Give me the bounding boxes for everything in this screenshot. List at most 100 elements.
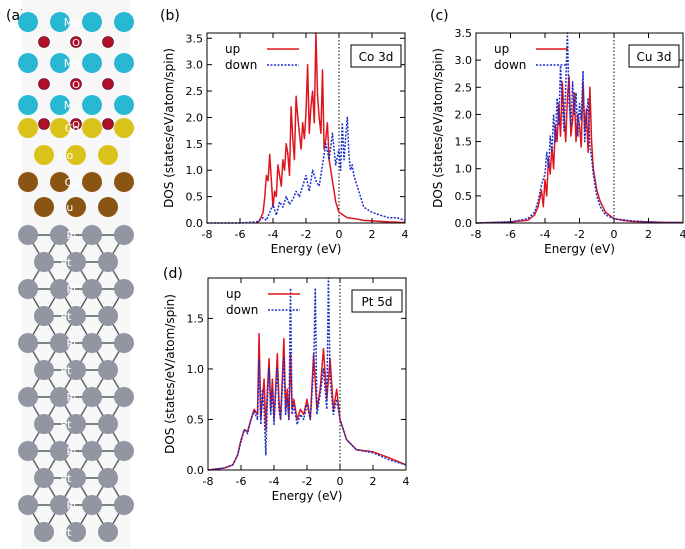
atom-pt [34, 522, 54, 542]
atom-cu [98, 197, 118, 217]
atom-co [66, 145, 86, 165]
atom-pt [66, 522, 86, 542]
atom-label-mg: Mg [64, 16, 80, 29]
atom-o [70, 36, 82, 48]
atom-label-co: Co [59, 149, 74, 162]
atom-mg [50, 53, 70, 73]
atom-mg [114, 53, 134, 73]
atom-co [114, 118, 134, 138]
x-tick-label: 0 [611, 228, 618, 241]
atom-label-pt: Pt [67, 445, 79, 458]
legend-label-down: down [225, 58, 257, 72]
atom-mg [114, 12, 134, 32]
atom-pt [82, 279, 102, 299]
panel-label-c: (c) [430, 8, 449, 24]
y-tick-label: 0.5 [186, 191, 204, 204]
orbital-label: Co 3d [359, 50, 394, 64]
x-tick-label: -6 [236, 475, 247, 488]
atom-pt [82, 387, 102, 407]
atom-cu [66, 197, 86, 217]
x-tick-label: 0 [337, 475, 344, 488]
atom-pt [98, 252, 118, 272]
atom-cu [50, 172, 70, 192]
y-tick-label: 1.0 [187, 363, 205, 376]
y-axis-label: DOS (states/eV/atom/spin) [162, 48, 176, 208]
x-tick-label: 4 [402, 228, 409, 241]
atom-pt [34, 360, 54, 380]
atom-mg [82, 95, 102, 115]
structure-background [22, 0, 130, 549]
atom-label-pt: Pt [67, 337, 79, 350]
plot-1: -8 -6 -4 -2 0 2 4 0.0 0.5 1.0 1.5 2.0 2.5 3.0 3.5 Energ… [431, 27, 685, 256]
y-tick-label: 3.5 [455, 27, 473, 40]
atomic-structure-panel: (a) MgOMgOMgOCoCoCuCuPtPtPtPtPtPtPtPtPtP… [6, 0, 134, 549]
atom-o [102, 78, 114, 90]
atom-o [38, 78, 50, 90]
legend: up down [226, 287, 300, 317]
x-tick-label: -6 [235, 228, 246, 241]
atom-mg [114, 95, 134, 115]
atom-pt [114, 441, 134, 461]
y-tick-label: 1.5 [455, 136, 473, 149]
atom-label-pt: Pt [61, 418, 73, 431]
atom-label-cu: Cu [65, 176, 80, 189]
atom-mg [82, 12, 102, 32]
atom-co [82, 118, 102, 138]
x-tick-label: 0 [336, 228, 343, 241]
legend-label-down: down [226, 303, 258, 317]
orbital-label: Pt 5d [361, 295, 392, 309]
atom-label-pt: Pt [67, 499, 79, 512]
atom-co [34, 145, 54, 165]
atom-mg [82, 53, 102, 73]
atom-pt [18, 441, 38, 461]
dos-panel-cu-3d: (c) -8 -6 -4 -2 0 2 4 0.0 0.5 1.0 1.5 2.0 2.5 3.0 3.5 E… [430, 8, 685, 256]
plot-2: -8 -6 -4 -2 0 2 4 0.0 0.5 1.0 1.5 Energy (eV) DOS (s… [163, 277, 410, 503]
x-tick-label: 2 [369, 228, 376, 241]
series-line-down [207, 116, 406, 224]
x-axis-label: Energy (eV) [272, 489, 343, 503]
atom-label-co: Co [65, 122, 80, 135]
y-tick-label: 3.0 [186, 59, 204, 72]
atom-label-pt: Pt [61, 472, 73, 485]
y-tick-label: 3.0 [455, 54, 473, 67]
atom-label-pt: Pt [61, 364, 73, 377]
series-line-up [207, 332, 407, 471]
y-tick-label: 1.0 [186, 164, 204, 177]
atom-pt [114, 387, 134, 407]
atom-mg [18, 12, 38, 32]
legend-label-down: down [494, 58, 526, 72]
atom-label-mg: Mg [64, 99, 80, 112]
x-tick-label: -6 [505, 228, 516, 241]
atom-pt [18, 225, 38, 245]
y-tick-label: 2.0 [186, 111, 204, 124]
x-tick-label: -4 [269, 475, 280, 488]
atom-o [70, 78, 82, 90]
x-tick-label: -4 [540, 228, 551, 241]
atom-co [18, 118, 38, 138]
atom-pt [98, 306, 118, 326]
atom-pt [34, 252, 54, 272]
atom-label-mg: Mg [64, 57, 80, 70]
atom-pt [82, 495, 102, 515]
atom-label-pt: Pt [61, 310, 73, 323]
atom-cu [18, 172, 38, 192]
y-axis-label: DOS (states/eV/atom/spin) [431, 48, 445, 208]
atom-pt [98, 414, 118, 434]
atom-mg [18, 53, 38, 73]
x-tick-label: 2 [645, 228, 652, 241]
legend-label-up: up [494, 42, 509, 56]
y-tick-label: 1.5 [187, 312, 205, 325]
atom-pt [66, 306, 86, 326]
dos-panel-co-3d: (b) -8 -6 -4 -2 0 2 4 0.0 0.5 1.0 1.5 2.0 2.5 3.0 3.5 E… [160, 8, 409, 256]
atom-mg [50, 12, 70, 32]
atom-pt [34, 306, 54, 326]
panel-label-b: (b) [160, 8, 180, 24]
legend: up down [225, 42, 299, 72]
atom-pt [82, 441, 102, 461]
x-tick-label: -8 [471, 228, 482, 241]
atom-cu [114, 172, 134, 192]
atom-label-o: O [72, 120, 80, 131]
x-tick-label: 4 [680, 228, 685, 241]
atom-mg [50, 95, 70, 115]
